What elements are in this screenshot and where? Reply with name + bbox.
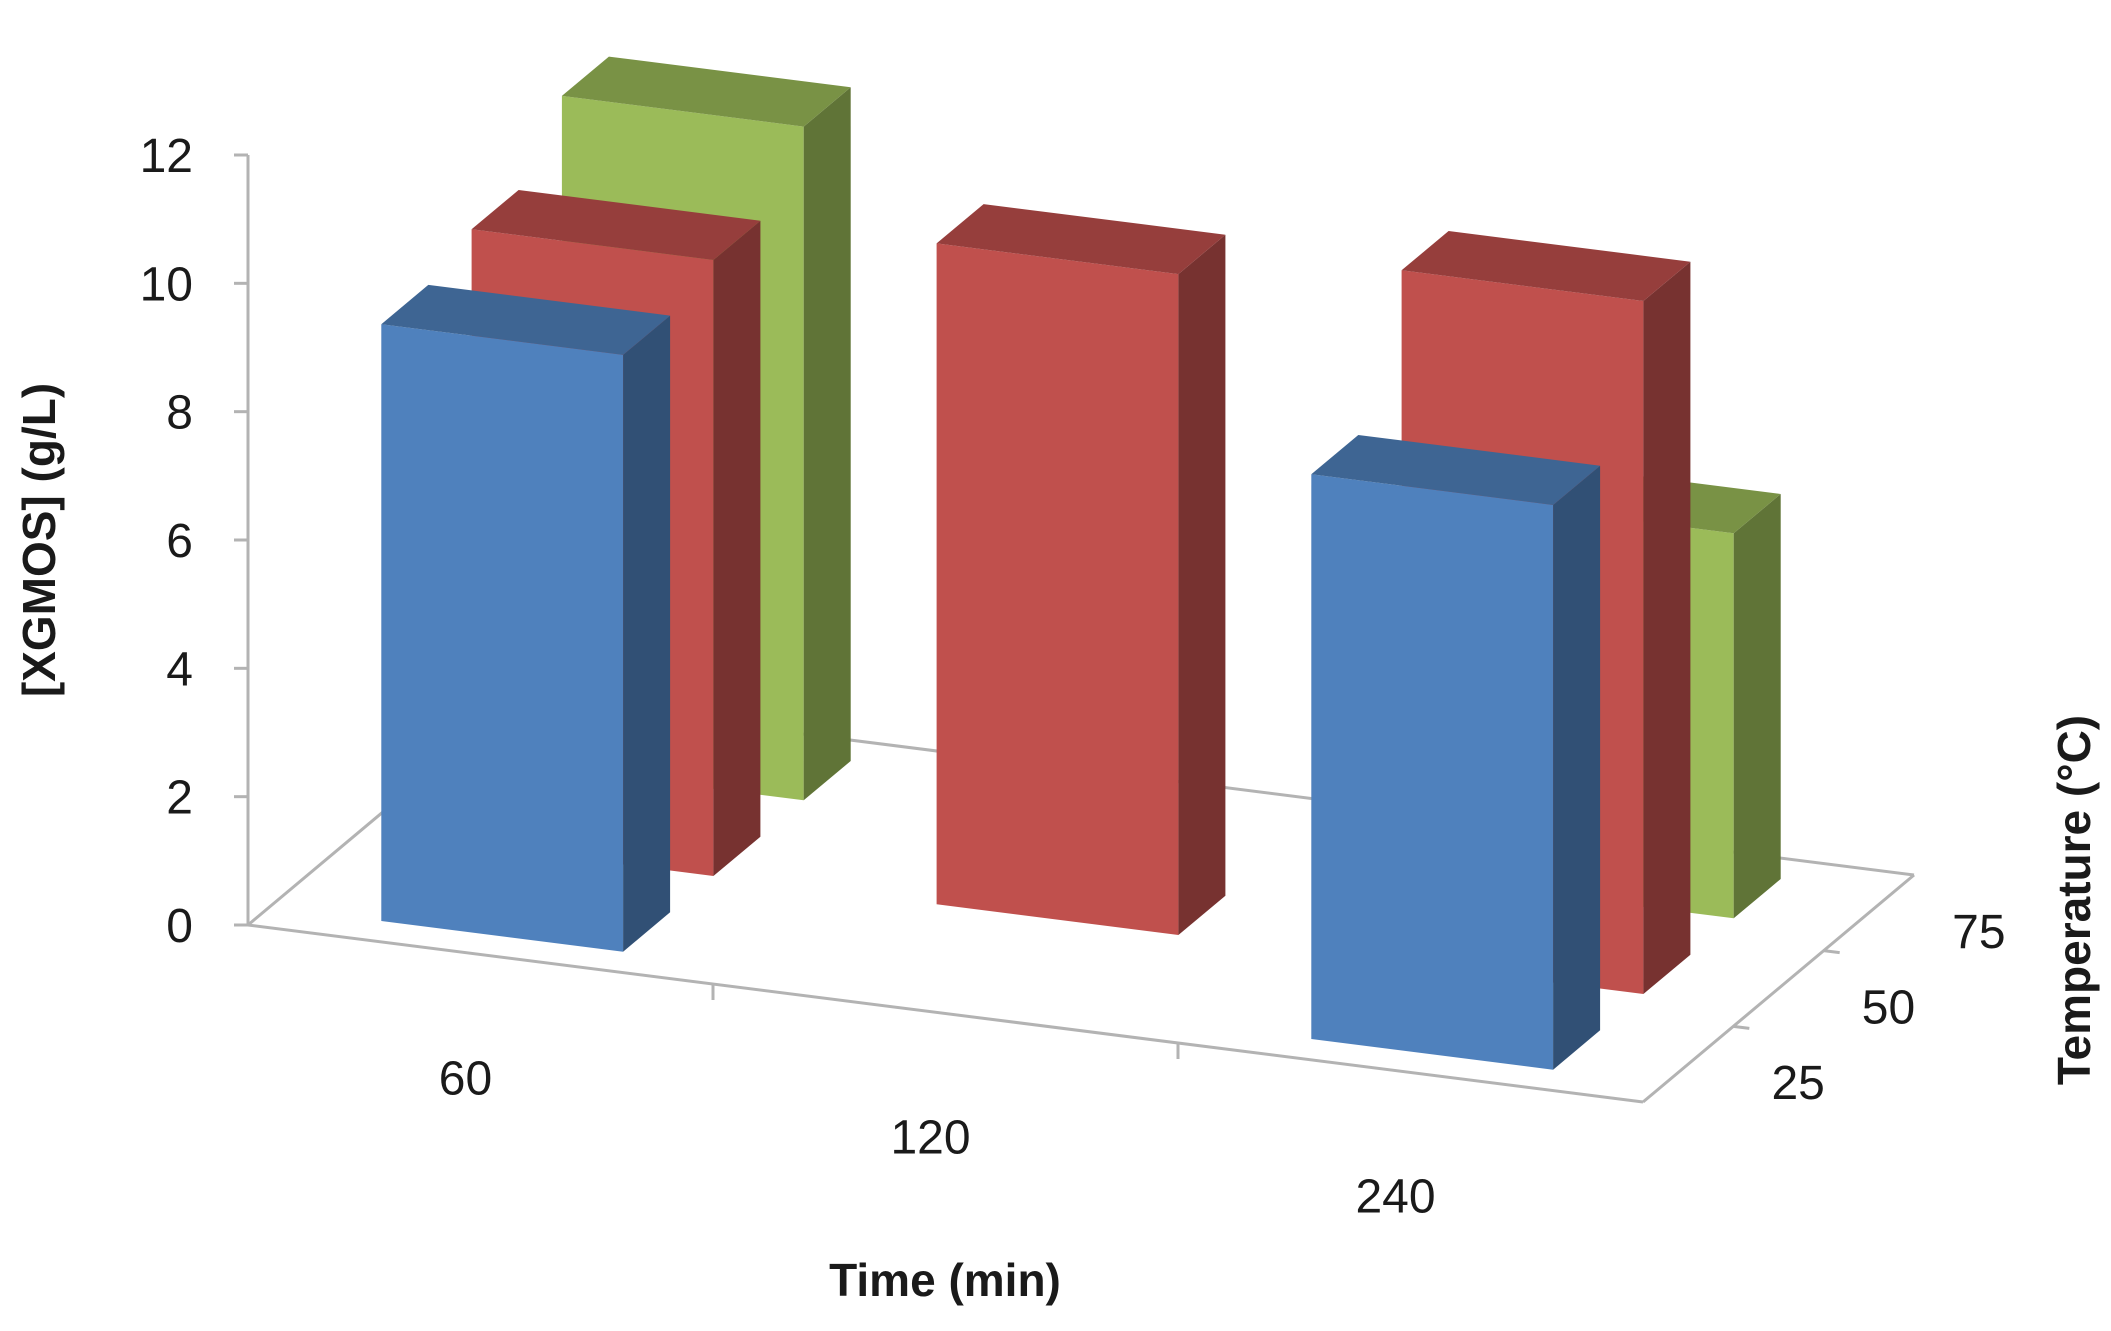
depth-tick-label: 50 xyxy=(1862,982,1915,1035)
bar-front-face xyxy=(936,243,1179,935)
x-axis-title: Time (min) xyxy=(829,1254,1061,1306)
bar-side-face xyxy=(1178,234,1226,935)
bar-side-face xyxy=(1643,261,1691,994)
y-tick-label: 0 xyxy=(166,900,193,953)
bar-side-face xyxy=(803,87,851,801)
bar-t60-temp25 xyxy=(381,284,671,952)
y-tick-label: 10 xyxy=(140,258,193,311)
bar-top-face xyxy=(936,204,1226,275)
depth-tick-mark xyxy=(1823,949,1840,955)
y-tick-label: 4 xyxy=(166,643,193,696)
y-tick-label: 12 xyxy=(140,130,193,183)
bar-side-face xyxy=(713,220,761,876)
x-tick-label: 240 xyxy=(1355,1171,1435,1224)
bar-top-face xyxy=(561,56,851,127)
y-tick-label: 6 xyxy=(166,515,193,568)
y-tick-label: 2 xyxy=(166,772,193,825)
y-tick-label: 8 xyxy=(166,387,193,440)
x-tick-label: 120 xyxy=(890,1112,970,1165)
y-axis-title: [XGMOS] (g/L) xyxy=(13,383,65,697)
bar-t240-temp25 xyxy=(1311,435,1601,1070)
bar-side-face xyxy=(1553,465,1601,1070)
bar-top-face xyxy=(1401,231,1691,301)
bar-top-face xyxy=(1311,435,1601,505)
x-tick-label: 60 xyxy=(439,1053,492,1106)
bar-top-face xyxy=(471,190,761,260)
depth-tick-label: 75 xyxy=(1952,906,2005,959)
depth-axis-title: Temperature (°C) xyxy=(2048,715,2100,1085)
bar-side-face xyxy=(1733,494,1781,919)
tick-labels: 0 2 4 6 8 10 12 60 120 240 25 50 75 xyxy=(140,130,2006,1224)
depth-axis-line xyxy=(1642,873,1915,1104)
depth-tick-mark xyxy=(1733,1024,1750,1030)
bar-t120-temp50 xyxy=(936,204,1226,935)
x-axis-line xyxy=(247,923,1644,1104)
depth-tick-label: 25 xyxy=(1771,1057,1824,1110)
bar-top-face xyxy=(381,284,671,355)
bar-front-face xyxy=(1311,474,1554,1070)
bar-front-face xyxy=(381,324,624,952)
bars xyxy=(381,56,1781,1070)
bar-side-face xyxy=(623,315,671,952)
